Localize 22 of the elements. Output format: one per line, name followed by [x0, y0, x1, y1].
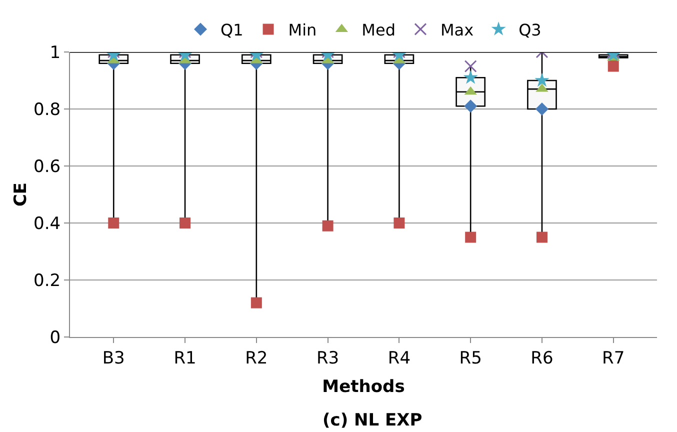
y-tick-label: 0.8: [34, 100, 61, 120]
x-axis-title: Methods: [322, 376, 405, 397]
x-tick-label: R2: [245, 348, 268, 368]
y-tick-label: 0.2: [34, 270, 61, 291]
y-tick-label: 0: [50, 328, 61, 348]
x-tick-label: R1: [174, 348, 196, 368]
y-tick-label: 0.4: [34, 214, 61, 234]
x-tick-label: R7: [602, 348, 625, 368]
legend-label: Min: [288, 20, 317, 40]
legend-label: Max: [440, 20, 474, 40]
legend-label: Med: [362, 20, 396, 40]
text: (c) NL EXP: [322, 410, 422, 431]
x-tick-label: B3: [102, 348, 125, 368]
x-tick-label: R6: [530, 348, 554, 368]
x-tick-label: R3: [316, 348, 340, 368]
legend-label: Q3: [518, 20, 542, 40]
x-tick-label: R4: [388, 348, 411, 368]
y-axis-title: CE: [11, 182, 31, 207]
legend-label: Q1: [220, 20, 244, 40]
x-tick-label: R5: [459, 348, 482, 368]
y-tick-label: 1: [50, 42, 61, 63]
y-tick-label: 0.6: [34, 156, 61, 177]
